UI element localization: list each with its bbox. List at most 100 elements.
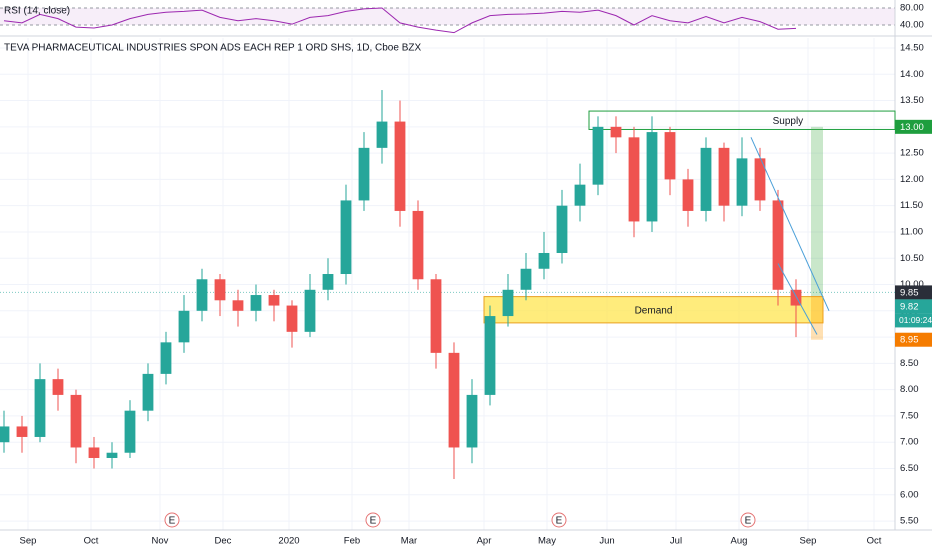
- candle-body: [556, 205, 568, 253]
- earnings-label: E: [370, 516, 377, 527]
- candle-body: [592, 126, 604, 185]
- candle-body: [718, 147, 730, 206]
- candle-body: [88, 447, 100, 458]
- x-tick-label: Sep: [20, 536, 37, 547]
- candle-body: [790, 289, 802, 306]
- candle-body: [502, 289, 514, 317]
- y-tick-label: 8.50: [900, 358, 919, 369]
- candle-body: [628, 137, 640, 222]
- trendline: [777, 263, 818, 335]
- candle-body: [610, 126, 622, 138]
- candle-body: [250, 295, 262, 311]
- chart-title: TEVA PHARMACEUTICAL INDUSTRIES SPON ADS …: [4, 43, 421, 54]
- rsi-line: [3, 7, 797, 34]
- price-label-bg: [895, 119, 932, 134]
- candle-body: [286, 305, 298, 332]
- y-tick-label: 6.00: [900, 489, 919, 500]
- candle-body: [448, 352, 460, 448]
- candle-body: [664, 132, 676, 180]
- candle-body: [16, 426, 28, 437]
- zone: [483, 296, 824, 324]
- earnings-marker: [164, 512, 180, 528]
- candle-body: [106, 452, 118, 458]
- rsi-tick-label: 80.00: [900, 3, 924, 14]
- candle-body: [466, 394, 478, 448]
- x-tick-label: Oct: [867, 536, 882, 547]
- y-tick-label: 12.00: [900, 174, 924, 185]
- candle-body: [124, 410, 136, 453]
- y-tick-label: 8.00: [900, 384, 919, 395]
- y-tick-label: 7.00: [900, 437, 919, 448]
- y-tick-label: 6.50: [900, 463, 919, 474]
- rsi-title: RSI (14, close): [4, 6, 70, 17]
- candle-body: [232, 300, 244, 311]
- candle-body: [322, 274, 334, 290]
- candle-body: [394, 121, 406, 211]
- candle-body: [376, 121, 388, 148]
- y-tick-label: 11.50: [900, 200, 923, 211]
- candle-body: [160, 342, 172, 374]
- candle-body: [700, 147, 712, 211]
- candle-body: [304, 289, 316, 332]
- x-tick-label: Feb: [344, 536, 360, 547]
- position-stop: [810, 296, 823, 340]
- candle-body: [0, 426, 10, 443]
- candle-body: [538, 252, 550, 269]
- candle-body: [70, 394, 82, 448]
- x-tick-label: Oct: [84, 536, 99, 547]
- candle-body: [214, 279, 226, 301]
- x-tick-label: Nov: [152, 536, 169, 547]
- price-label-bg: [895, 299, 932, 314]
- candle-body: [772, 200, 784, 290]
- x-tick-label: Mar: [401, 536, 417, 547]
- candle-body: [358, 147, 370, 201]
- x-tick-label: 2020: [278, 536, 299, 547]
- candle-body: [736, 158, 748, 206]
- y-tick-label: 14.50: [900, 43, 924, 54]
- candle-body: [178, 310, 190, 343]
- price-label: 13.00: [900, 122, 924, 133]
- candle-body: [34, 379, 46, 437]
- countdown: 01:09:24: [899, 315, 932, 325]
- trendline: [750, 137, 830, 312]
- earnings-label: E: [745, 516, 752, 527]
- y-tick-label: 13.50: [900, 95, 924, 106]
- candle-body: [268, 295, 280, 306]
- y-tick-label: 12.50: [900, 148, 924, 159]
- earnings-label: E: [556, 516, 563, 527]
- y-tick-label: 5.50: [900, 516, 919, 527]
- candle-body: [646, 132, 658, 222]
- earnings-marker: [740, 512, 756, 528]
- candle-body: [412, 210, 424, 280]
- y-tick-label: 11.00: [900, 226, 923, 237]
- countdown-bg: [895, 313, 932, 328]
- candle-body: [682, 179, 694, 211]
- price-label-bg: [895, 285, 932, 300]
- x-tick-label: Dec: [215, 536, 232, 547]
- zone-label: Demand: [635, 305, 673, 316]
- candle-body: [484, 316, 496, 395]
- position-target: [810, 126, 823, 297]
- zone-label: Supply: [773, 116, 804, 127]
- earnings-marker: [551, 512, 567, 528]
- y-tick-label: 10.50: [900, 253, 924, 264]
- x-tick-label: Aug: [731, 536, 748, 547]
- x-tick-label: Jul: [670, 536, 682, 547]
- candle-body: [754, 158, 766, 201]
- candle-body: [340, 200, 352, 275]
- rsi-tick-label: 40.00: [900, 20, 924, 31]
- price-label: 9.85: [900, 287, 919, 298]
- candle-body: [196, 279, 208, 311]
- earnings-label: E: [169, 516, 176, 527]
- x-tick-label: Apr: [477, 536, 492, 547]
- price-label-bg: [895, 332, 932, 347]
- price-label: 8.95: [900, 335, 919, 346]
- y-tick-label: 10.00: [900, 279, 924, 290]
- candle-body: [430, 279, 442, 353]
- y-tick-label: 7.50: [900, 410, 919, 421]
- y-tick-label: 14.00: [900, 69, 924, 80]
- x-tick-label: Jun: [599, 536, 614, 547]
- candle-body: [142, 373, 154, 411]
